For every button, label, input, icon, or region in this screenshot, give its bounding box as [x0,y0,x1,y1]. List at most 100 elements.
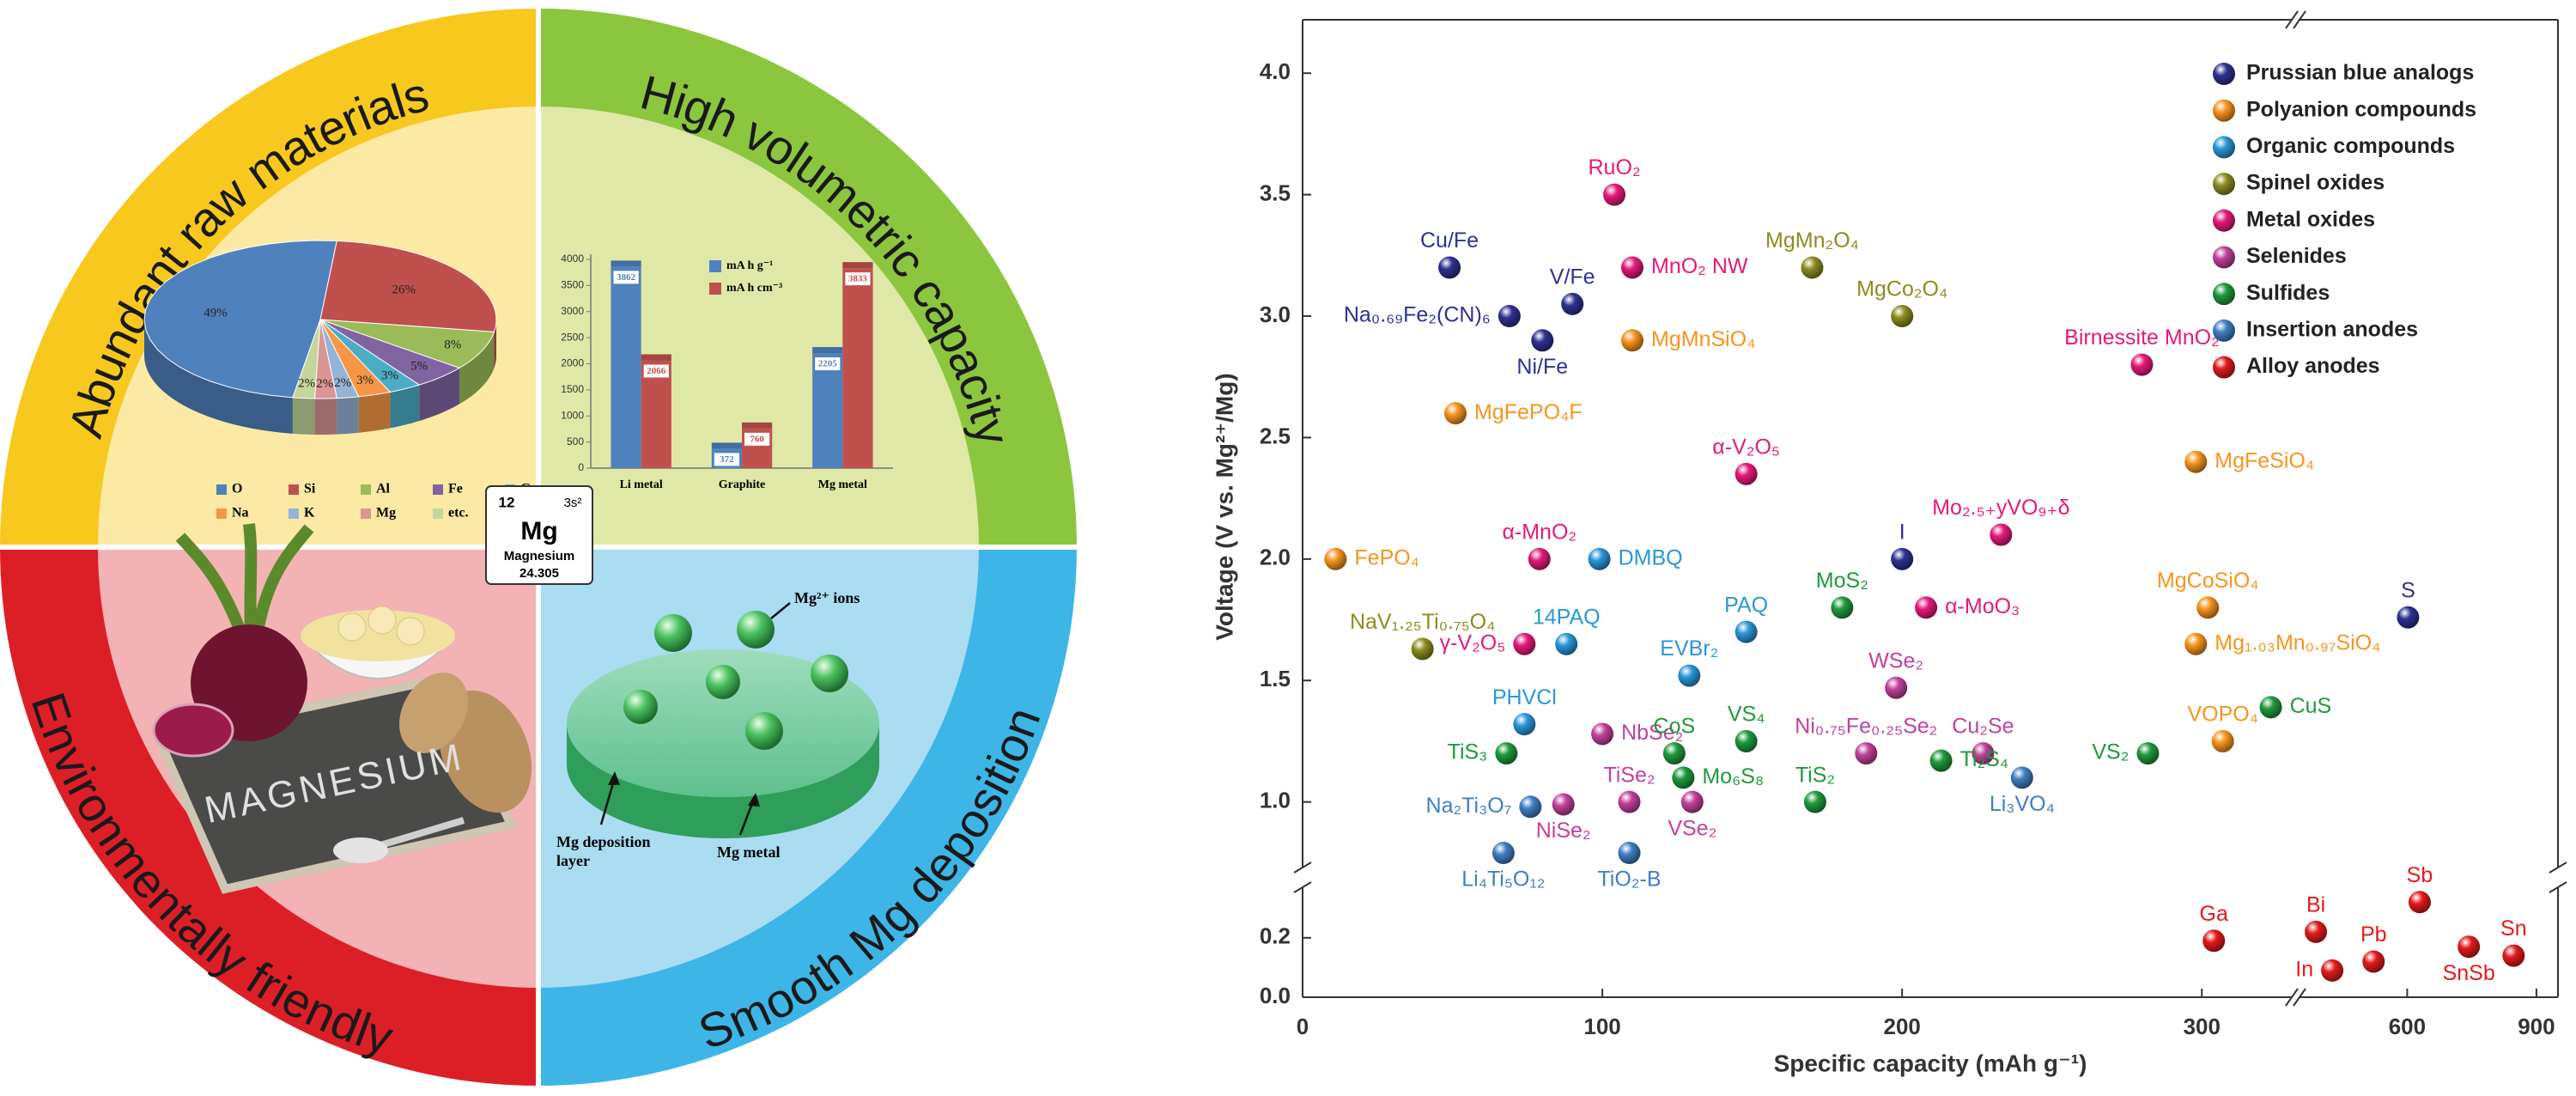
point-label: MgMn₂O₄ [1765,228,1859,253]
point-label: α-MnO₂ [1502,520,1577,544]
point-label: MgMnSiO₄ [1651,327,1755,351]
pie-slice [292,319,321,399]
food-photo: MAGNESIUM [152,523,532,894]
ion [706,665,740,699]
x-tick-label: Mg metal [818,478,867,491]
pie-slice [314,319,337,399]
legend-label: Mg [376,506,396,521]
y-tick-label: 0.0 [1260,983,1291,1008]
point [1735,729,1758,752]
point [1438,256,1461,279]
bar [812,353,843,468]
point [1492,842,1515,865]
y-tick-label: 4.0 [1260,58,1291,84]
point [1735,462,1758,485]
pie-slice [319,319,461,386]
value-label: 760 [750,434,764,444]
arrow-head [748,793,760,807]
point [1891,547,1914,570]
point [1618,842,1641,865]
point-label: EVBr₂ [1660,636,1718,661]
bar-top [641,354,671,361]
legend-label: Alloy anodes [2246,354,2380,378]
point-label: VSe₂ [1668,816,1716,840]
point [1552,793,1575,816]
legend-label: Metal oxides [2246,207,2375,231]
point [1498,305,1521,328]
legend-marker [2213,356,2235,379]
point-label: Pb [2360,922,2387,947]
point-label: TiSe₂ [1603,763,1655,787]
beet-leaves [175,523,314,634]
point-label: α-V₂O₅ [1712,435,1780,459]
ions-label: Mg²⁺ ions [794,589,860,606]
point [1803,790,1826,813]
banana-slice [396,617,425,646]
point-label: Bi [2306,893,2325,917]
disc-top [567,649,879,797]
point-label: Cu₂Se [1952,715,2014,739]
point-label: Mo₆S₈ [1702,764,1764,789]
point [1495,742,1518,765]
pie-slice [319,240,497,332]
legend-swatch [433,508,443,519]
point-label: MgFePO₄F [1474,400,1583,424]
y-tick-label: 0 [578,461,584,473]
point [1519,795,1542,819]
point-label: MgCoSiO₄ [2157,569,2259,593]
point [1891,305,1914,328]
y-tick-label: 1.0 [1260,788,1291,813]
pie-value-label: 3% [381,369,398,383]
ion [654,614,692,652]
point-label: Sn [2500,916,2527,941]
point [1672,766,1695,789]
pie-value-label: 26% [392,283,416,297]
point [2136,742,2160,765]
y-tick-label: 2000 [561,357,584,369]
bar [641,360,671,468]
pie-value-label: 2% [334,376,351,390]
point-label: V/Fe [1550,265,1595,289]
x-tick-label: 100 [1583,1014,1620,1039]
point [1411,637,1434,661]
pie-slice [319,319,495,368]
pie-value-label: 49% [204,307,228,320]
y-tick-label: 0.2 [1260,923,1291,949]
axis-break [1293,881,1312,893]
y-tick-label: 500 [567,435,584,448]
point-label: 14PAQ [1533,605,1601,629]
point-label: In [2295,957,2313,981]
point [1555,632,1578,655]
disc-side [567,723,879,838]
pie-side [358,392,391,433]
point-label: NiSe₂ [1536,819,1591,843]
point-label: DMBQ [1619,545,1683,569]
legend-swatch [216,484,227,495]
value-label: 2066 [647,366,666,376]
y-tick-label: 2500 [561,331,584,343]
point [2408,891,2431,914]
legend-marker [2213,136,2235,159]
point [1618,790,1641,813]
pie-side [292,397,315,435]
pie-side [314,398,337,435]
point-label: SnSb [2443,961,2495,985]
point [1561,292,1584,315]
point [2184,632,2208,655]
point-label: Ni/Fe [1516,355,1568,379]
arrow [770,602,791,619]
pie-value-label: 2% [298,377,315,391]
legend-label: O [232,482,242,496]
point [2130,353,2154,376]
x-tick-label: 600 [2389,1014,2426,1039]
point-label: VOPO₄ [2187,703,2257,727]
banana-slice [337,612,367,642]
point-label: Li₃VO₄ [1990,792,2055,816]
value-label: 2205 [818,359,838,369]
point-label: TiS₂ [1795,763,1835,787]
point-label: CuS [2290,694,2332,718]
point-label: WSe₂ [1868,648,1923,673]
point [1929,749,1953,772]
point-label: VS₄ [1728,703,1765,727]
point-label: γ-V₂O₅ [1440,630,1506,655]
